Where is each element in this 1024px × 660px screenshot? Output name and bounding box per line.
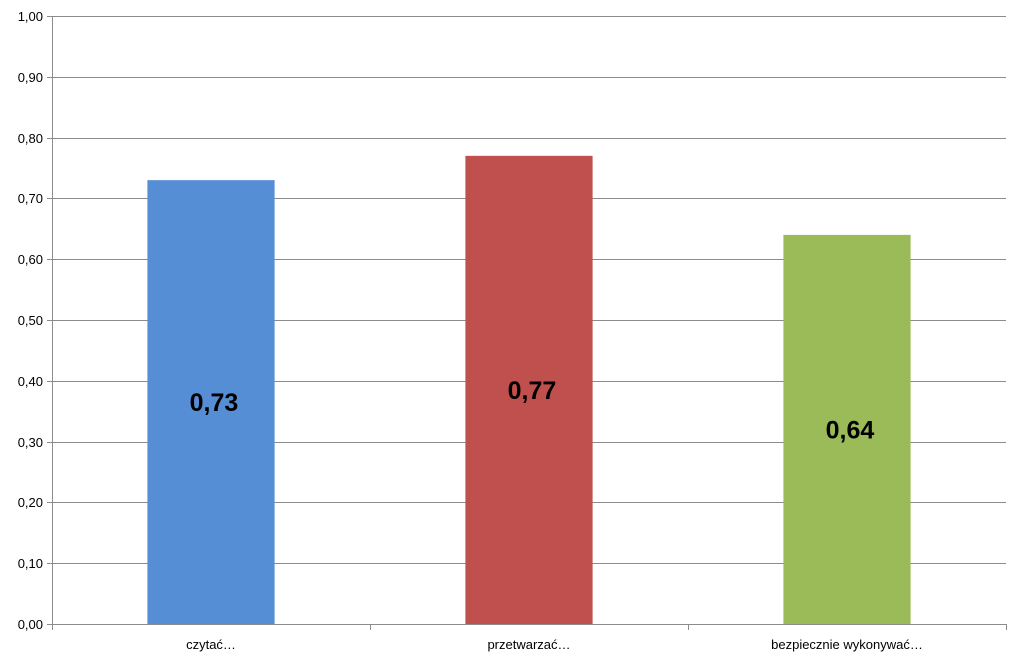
y-tick-label: 0,60: [18, 252, 43, 267]
bar-value-label: 0,73: [190, 389, 239, 417]
x-category-label: przetwarzać…: [487, 637, 570, 652]
y-tick-label: 0,20: [18, 495, 43, 510]
y-tick-label: 0,50: [18, 313, 43, 328]
y-tick-label: 0,00: [18, 617, 43, 632]
bar-value-label: 0,64: [826, 416, 875, 444]
y-tick-label: 0,30: [18, 435, 43, 450]
y-tick-label: 0,40: [18, 374, 43, 389]
y-tick-label: 0,90: [18, 70, 43, 85]
x-category-label: bezpiecznie wykonywać…: [771, 637, 923, 652]
bar-value-label: 0,77: [508, 377, 557, 405]
x-category-label: czytać…: [186, 637, 236, 652]
y-tick-label: 0,70: [18, 191, 43, 206]
y-tick-label: 0,80: [18, 131, 43, 146]
y-tick-label: 1,00: [18, 9, 43, 24]
y-tick-label: 0,10: [18, 556, 43, 571]
